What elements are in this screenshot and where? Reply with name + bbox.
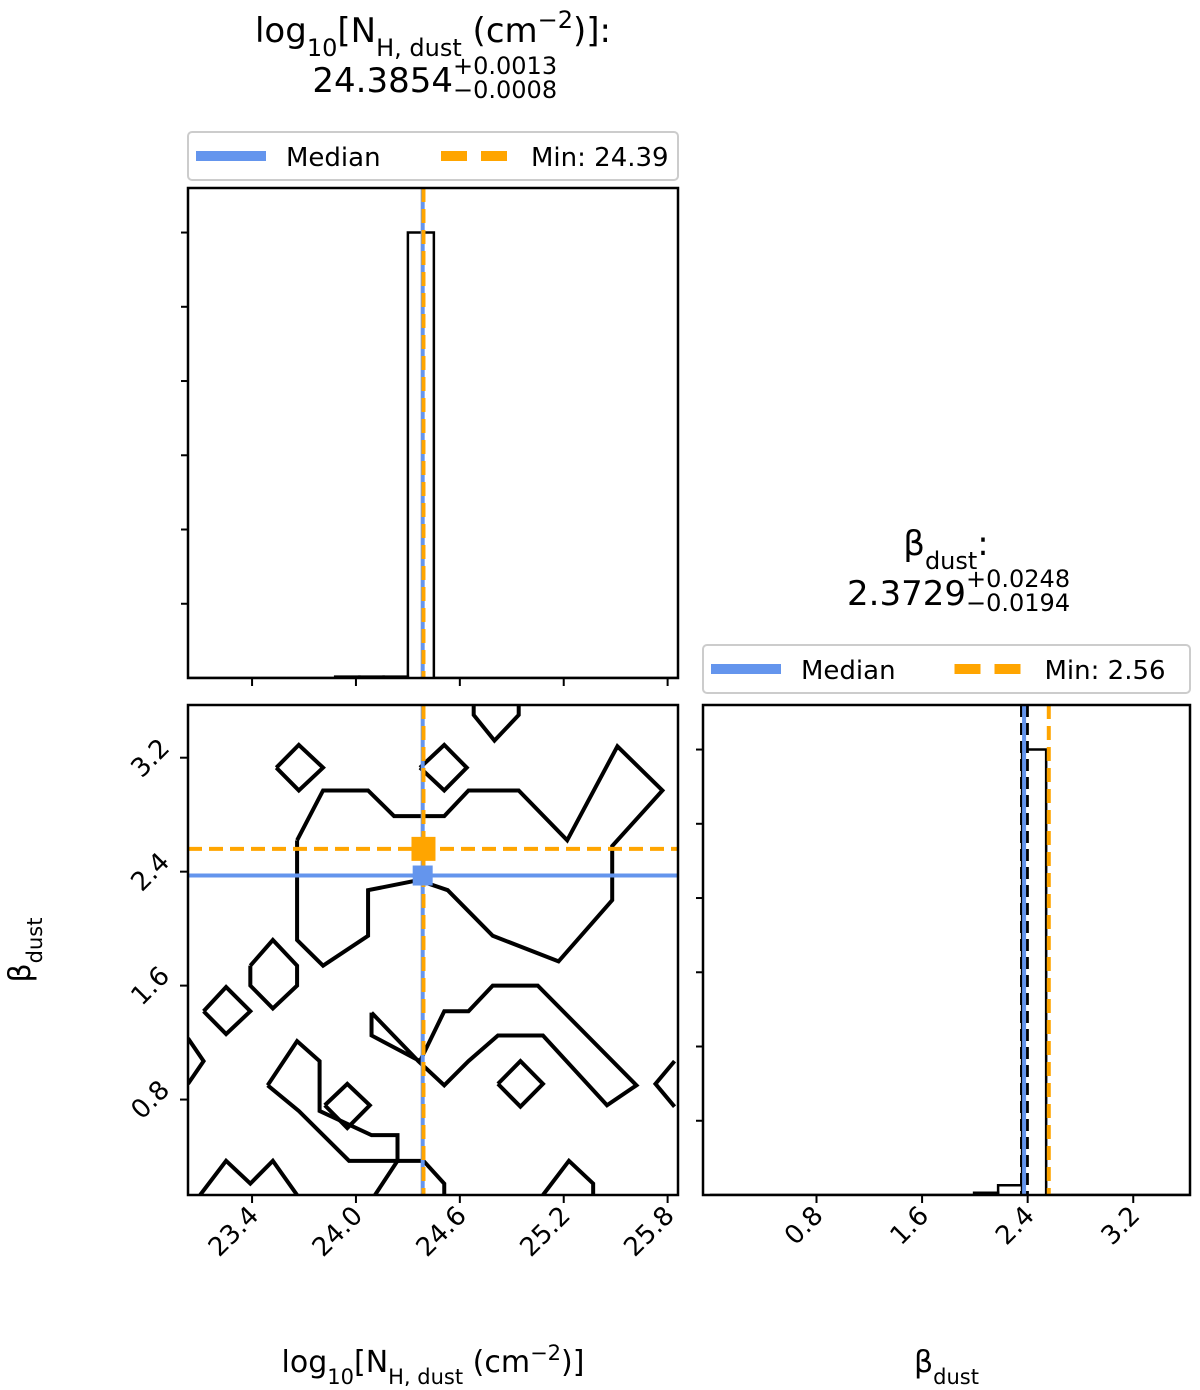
label-part: β xyxy=(914,1345,933,1380)
label-part: )] xyxy=(561,1345,584,1380)
label-part: (cm xyxy=(462,11,538,51)
label-part: : xyxy=(977,524,988,564)
y-tick-label: 3.2 xyxy=(125,733,175,783)
contour xyxy=(198,1157,299,1195)
label-part: [N xyxy=(354,1345,388,1380)
contour xyxy=(369,983,640,1108)
x-tick-label: 3.2 xyxy=(1096,1201,1146,1251)
title-value: 2.3729 xyxy=(847,574,966,614)
x-tick-label: 24.6 xyxy=(411,1201,473,1263)
panel-title: βdust: xyxy=(903,524,989,575)
label-part: log xyxy=(255,11,307,51)
label-part: β xyxy=(903,524,925,564)
y-tick-label: 2.4 xyxy=(125,847,175,897)
x-tick-label: 25.2 xyxy=(515,1201,577,1263)
x-axis-label: βdust xyxy=(914,1345,979,1386)
x-tick-label: 0.8 xyxy=(779,1201,829,1251)
contour xyxy=(248,937,300,1012)
legend-label: Median xyxy=(286,143,381,173)
contour xyxy=(188,1037,207,1086)
y-tick-label: 1.6 xyxy=(125,961,175,1011)
legend-box xyxy=(702,644,1191,694)
axes-frame xyxy=(701,703,1192,1197)
label-part: dust xyxy=(23,918,47,964)
label-part: 10 xyxy=(327,1365,354,1386)
min-point xyxy=(411,836,436,861)
panel-title: log10[NH, dust (cm−2)]: xyxy=(255,6,611,62)
x-tick-label: 25.8 xyxy=(618,1201,680,1263)
label-part: dust xyxy=(925,547,977,575)
contour xyxy=(323,1081,373,1131)
y-tick-label: 0.8 xyxy=(125,1075,175,1125)
title-err-plus: +0.0013 xyxy=(453,52,557,80)
median-point xyxy=(412,865,433,886)
contour xyxy=(541,1157,596,1195)
title-err-minus: −0.0008 xyxy=(453,76,557,104)
label-part: dust xyxy=(933,1365,979,1386)
label-part: H, dust xyxy=(388,1365,463,1386)
contour xyxy=(265,1038,400,1163)
axes-frame xyxy=(186,186,680,680)
label-part: −2 xyxy=(538,6,573,34)
label-part: 10 xyxy=(307,34,338,62)
legend-box xyxy=(187,131,679,181)
title-err-plus: +0.0248 xyxy=(966,565,1070,593)
label-part: H, dust xyxy=(376,34,462,62)
contour xyxy=(471,705,521,744)
contour xyxy=(418,742,470,794)
axes-frame xyxy=(186,703,680,1197)
legend-label: Median xyxy=(801,656,896,686)
legend-label: Min: 24.39 xyxy=(531,143,669,173)
contour xyxy=(496,1058,546,1110)
contour xyxy=(202,984,254,1037)
label-part: log xyxy=(282,1345,328,1380)
legend-label: Min: 2.56 xyxy=(1045,656,1166,686)
histogram-bin xyxy=(996,1183,1024,1195)
label-part: (cm xyxy=(463,1345,530,1380)
contour xyxy=(295,743,666,969)
x-tick-label: 23.4 xyxy=(203,1201,265,1263)
label-part: [N xyxy=(337,11,376,51)
x-axis-label: log10[NH, dust (cm−2)] xyxy=(282,1341,585,1386)
x-tick-label: 24.0 xyxy=(307,1201,369,1263)
contour xyxy=(652,1059,677,1108)
x-tick-label: 1.6 xyxy=(885,1201,935,1251)
label-part: −2 xyxy=(530,1341,561,1365)
contour xyxy=(274,742,326,794)
y-axis-label: βdust xyxy=(3,918,47,983)
label-part: )]: xyxy=(573,11,611,51)
title-value: 24.3854 xyxy=(312,61,453,101)
label-part: β xyxy=(3,963,38,982)
contour xyxy=(373,1158,447,1195)
title-err-minus: −0.0194 xyxy=(966,589,1070,617)
x-tick-label: 2.4 xyxy=(990,1201,1040,1251)
